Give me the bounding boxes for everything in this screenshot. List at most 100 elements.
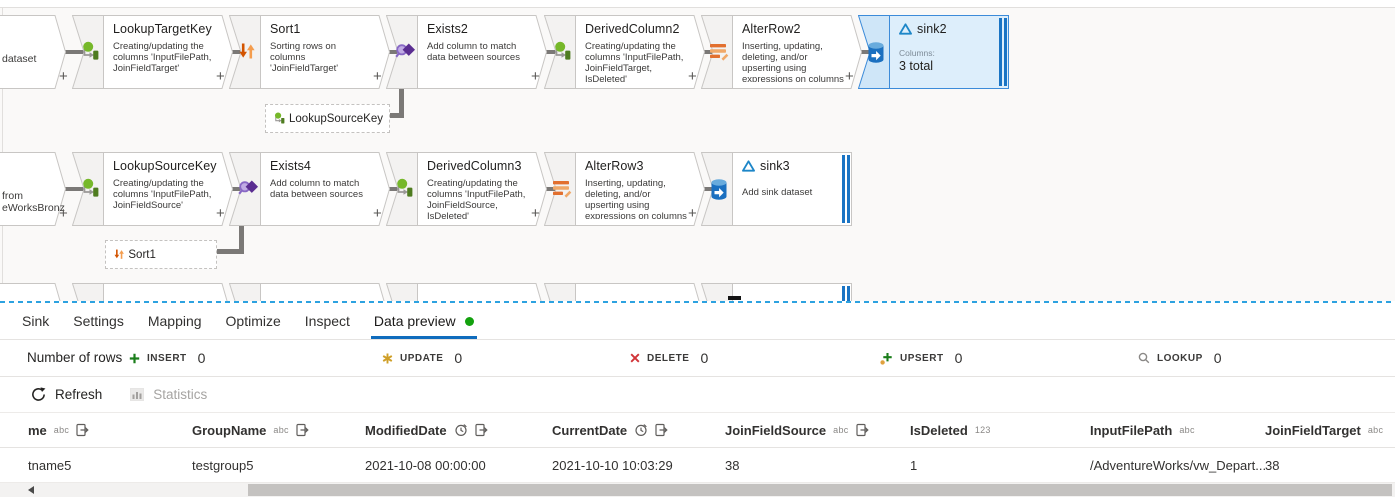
node-LookupTargetKey[interactable]: LookupTargetKey Creating/updating the col…	[72, 15, 233, 89]
tab-mapping[interactable]: Mapping	[136, 303, 214, 339]
node-DerivedColumn2[interactable]: DerivedColumn2 Creating/updating the colu…	[544, 15, 705, 89]
connector-elbow	[399, 88, 404, 118]
node-text: DerivedColumn2 Creating/updating the colu…	[585, 22, 688, 82]
cell-InputFilePath: /AdventureWorks/vw_Depart...	[1090, 457, 1267, 473]
node-DerivedColumn3[interactable]: DerivedColumn3 Creating/updating the colu…	[386, 152, 547, 226]
statistics-icon	[130, 388, 145, 401]
node-title: DerivedColumn2	[585, 22, 680, 36]
counter-value: 0	[197, 350, 206, 366]
node-LookupSourceKey[interactable]: LookupSourceKey Creating/updating the col…	[72, 152, 233, 226]
lookup-icon	[1138, 352, 1150, 364]
panel-tabs: Sink Settings Mapping Optimize Inspect Data p…	[0, 303, 1395, 339]
lookup-icon	[80, 178, 103, 201]
ref-node-label: LookupSourceKey	[289, 112, 383, 125]
add-transformation-button[interactable]: +	[373, 205, 382, 222]
column-header-IsDeleted: IsDeleted 123	[910, 413, 991, 447]
canvas-artifact	[728, 296, 741, 300]
copy-column-icon[interactable]	[296, 423, 309, 437]
refresh-button[interactable]: Refresh	[31, 387, 102, 402]
node-text: Exists2 Add column to match data between …	[427, 22, 530, 82]
add-transformation-button[interactable]: +	[531, 68, 540, 85]
tab-optimize[interactable]: Optimize	[214, 303, 293, 339]
connector-line	[62, 187, 86, 191]
node-AlterRow3[interactable]: AlterRow3 Inserting, updating, deleting, …	[544, 152, 705, 226]
dataflow-canvas[interactable]: dataset + LookupTargetKey Creating/updating…	[0, 0, 1395, 301]
add-transformation-button[interactable]: +	[216, 205, 225, 222]
node-title: Exists2	[427, 22, 468, 36]
ref-node-LookupSourceKey[interactable]: LookupSourceKey	[265, 104, 390, 133]
node-text: LookupSourceKey Creating/updating the col…	[113, 159, 217, 219]
node-title: DerivedColumn3	[427, 159, 522, 173]
node-text: LookupTargetKey Creating/updating the col…	[113, 22, 216, 82]
ref-node-Sort1[interactable]: Sort1	[105, 240, 217, 269]
string-type-badge: abc	[53, 425, 70, 435]
tab-data-preview[interactable]: Data preview	[362, 303, 486, 339]
exists-icon	[394, 41, 417, 64]
node-title: sink2	[917, 22, 947, 36]
tab-sink[interactable]: Sink	[10, 303, 61, 339]
connector-elbow	[239, 225, 244, 254]
connector-line	[62, 50, 86, 54]
add-transformation-button[interactable]: +	[531, 205, 540, 222]
statistics-button[interactable]: Statistics	[130, 387, 207, 402]
node-Exists2[interactable]: Exists2 Add column to match data between …	[386, 15, 547, 89]
cell-IsDeleted: 1	[910, 457, 918, 473]
rows-label: Number of rows	[27, 350, 123, 365]
upsert-icon	[880, 352, 893, 365]
node-title: Sort1	[270, 22, 301, 36]
add-transformation-button[interactable]: +	[59, 68, 68, 85]
tab-label: Optimize	[225, 313, 281, 329]
node-sink3	[701, 283, 862, 301]
counter-insert: INSERT 0	[129, 340, 205, 376]
node-AlterRow2[interactable]: AlterRow2 Inserting, updating, deleting, …	[701, 15, 862, 89]
counter-label: INSERT	[147, 352, 187, 364]
add-transformation-button[interactable]: +	[688, 68, 697, 85]
scrollbar-thumb[interactable]	[248, 484, 1392, 496]
copy-column-icon[interactable]	[475, 423, 488, 437]
node-text: sink3 Add sink dataset	[742, 159, 845, 198]
add-transformation-button[interactable]: +	[59, 205, 68, 222]
tab-label: Mapping	[147, 313, 202, 329]
column-name: JoinFieldSource	[725, 422, 827, 438]
node-text: Exists4 Add column to match data between …	[270, 159, 373, 219]
copy-column-icon[interactable]	[655, 423, 668, 437]
node-description: Creating/updating the columns 'InputFile…	[585, 41, 684, 82]
add-transformation-button[interactable]: +	[373, 68, 382, 85]
tab-label: Sink	[22, 313, 50, 329]
tab-settings[interactable]: Settings	[61, 303, 136, 339]
tab-label: Settings	[73, 313, 124, 329]
tab-inspect[interactable]: Inspect	[293, 303, 362, 339]
node-sink3[interactable]: sink3 Add sink dataset	[701, 152, 862, 226]
columns-label: Columns:	[899, 48, 935, 58]
copy-column-icon[interactable]	[855, 423, 869, 437]
delete-icon	[630, 353, 640, 363]
node-Exists4[interactable]: Exists4 Add column to match data between …	[229, 152, 390, 226]
node-source[interactable]: from eWorksBronz	[0, 152, 66, 226]
sinkdb-icon	[866, 41, 889, 64]
refresh-label: Refresh	[55, 387, 103, 402]
panel-resize-handle[interactable]	[0, 301, 1395, 303]
node-Sort1[interactable]: Sort1 Sorting rows on columns 'JoinFieldT…	[229, 15, 390, 89]
scroll-left-arrow-icon[interactable]	[28, 486, 34, 494]
ref-node-label: Sort1	[128, 248, 156, 261]
counter-label: LOOKUP	[1157, 352, 1203, 364]
column-header-InputFilePath: InputFilePath abc	[1090, 413, 1195, 447]
horizontal-scrollbar[interactable]	[0, 483, 1395, 497]
node-text: AlterRow3 Inserting, updating, deleting, …	[585, 159, 688, 219]
row-counts-bar: Number of rows INSERT 0 UPDATE 0 DELETE 0 UPSE…	[0, 339, 1395, 377]
copy-column-icon[interactable]	[76, 423, 89, 437]
numeric-type-badge: 123	[974, 425, 991, 435]
node-description: Inserting, updating, deleting, and/or up…	[742, 41, 844, 82]
node-title: LookupTargetKey	[113, 22, 212, 36]
lookup-icon	[80, 41, 103, 64]
node-text: Sort1 Sorting rows on columns 'JoinFieldT…	[270, 22, 373, 82]
add-transformation-button[interactable]: +	[845, 68, 854, 85]
preview-table-row: tname5 testgroup5 2021-10-08 00:00:00 2021-…	[0, 448, 1395, 483]
column-name: ModifiedDate	[365, 422, 447, 438]
node-sink2[interactable]: sink2 Columns: 3 total	[858, 15, 1019, 89]
add-transformation-button[interactable]: +	[688, 205, 697, 222]
node-source[interactable]: dataset	[0, 15, 66, 89]
add-transformation-button[interactable]: +	[216, 68, 225, 85]
source-node-label: from eWorksBronz	[2, 190, 65, 214]
cell-me: tname5	[28, 457, 72, 473]
